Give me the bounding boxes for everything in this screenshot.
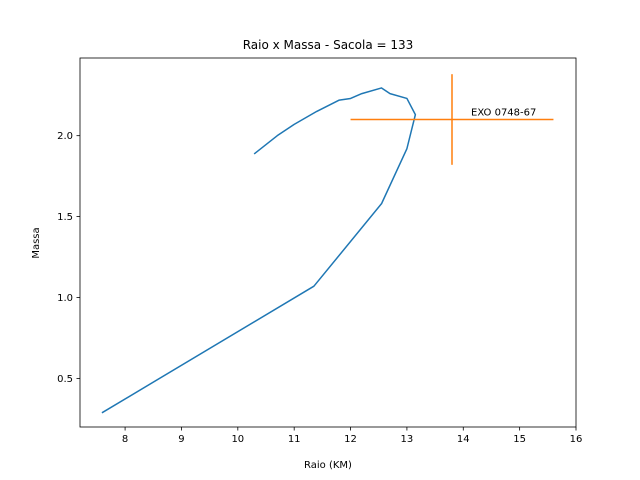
plot-area: EXO 0748-67 (79, 57, 577, 428)
y-tick-label: 0.5 (57, 374, 73, 385)
series-layer (101, 87, 417, 414)
chart-title: Raio x Massa - Sacola = 133 (243, 38, 414, 52)
x-tick-label: 11 (288, 434, 301, 445)
x-tick-label: 8 (122, 434, 128, 445)
y-axis-label: Massa (31, 227, 42, 258)
errorbar-annotation-0: EXO 0748-67 (471, 108, 536, 119)
axes-frame (79, 57, 577, 428)
x-axis-label: Raio (KM) (304, 460, 352, 471)
y-tick-label: 1.5 (57, 212, 73, 223)
x-tick-label: 15 (513, 434, 526, 445)
y-tick-label: 1.0 (57, 293, 73, 304)
y-tick-label: 2.0 (57, 131, 73, 142)
x-tick-label: 13 (401, 434, 414, 445)
y-axis-ticks: 0.5 1.0 1.5 2.0 (57, 131, 80, 385)
x-tick-label: 10 (231, 434, 244, 445)
errorbar-layer: EXO 0748-67 (350, 74, 554, 165)
x-axis-ticks: 8 9 10 11 12 13 14 15 16 (122, 427, 582, 445)
x-tick-label: 16 (570, 434, 583, 445)
series-line-0 (101, 87, 417, 414)
x-tick-label: 12 (344, 434, 357, 445)
x-tick-label: 9 (178, 434, 184, 445)
x-tick-label: 14 (457, 434, 470, 445)
